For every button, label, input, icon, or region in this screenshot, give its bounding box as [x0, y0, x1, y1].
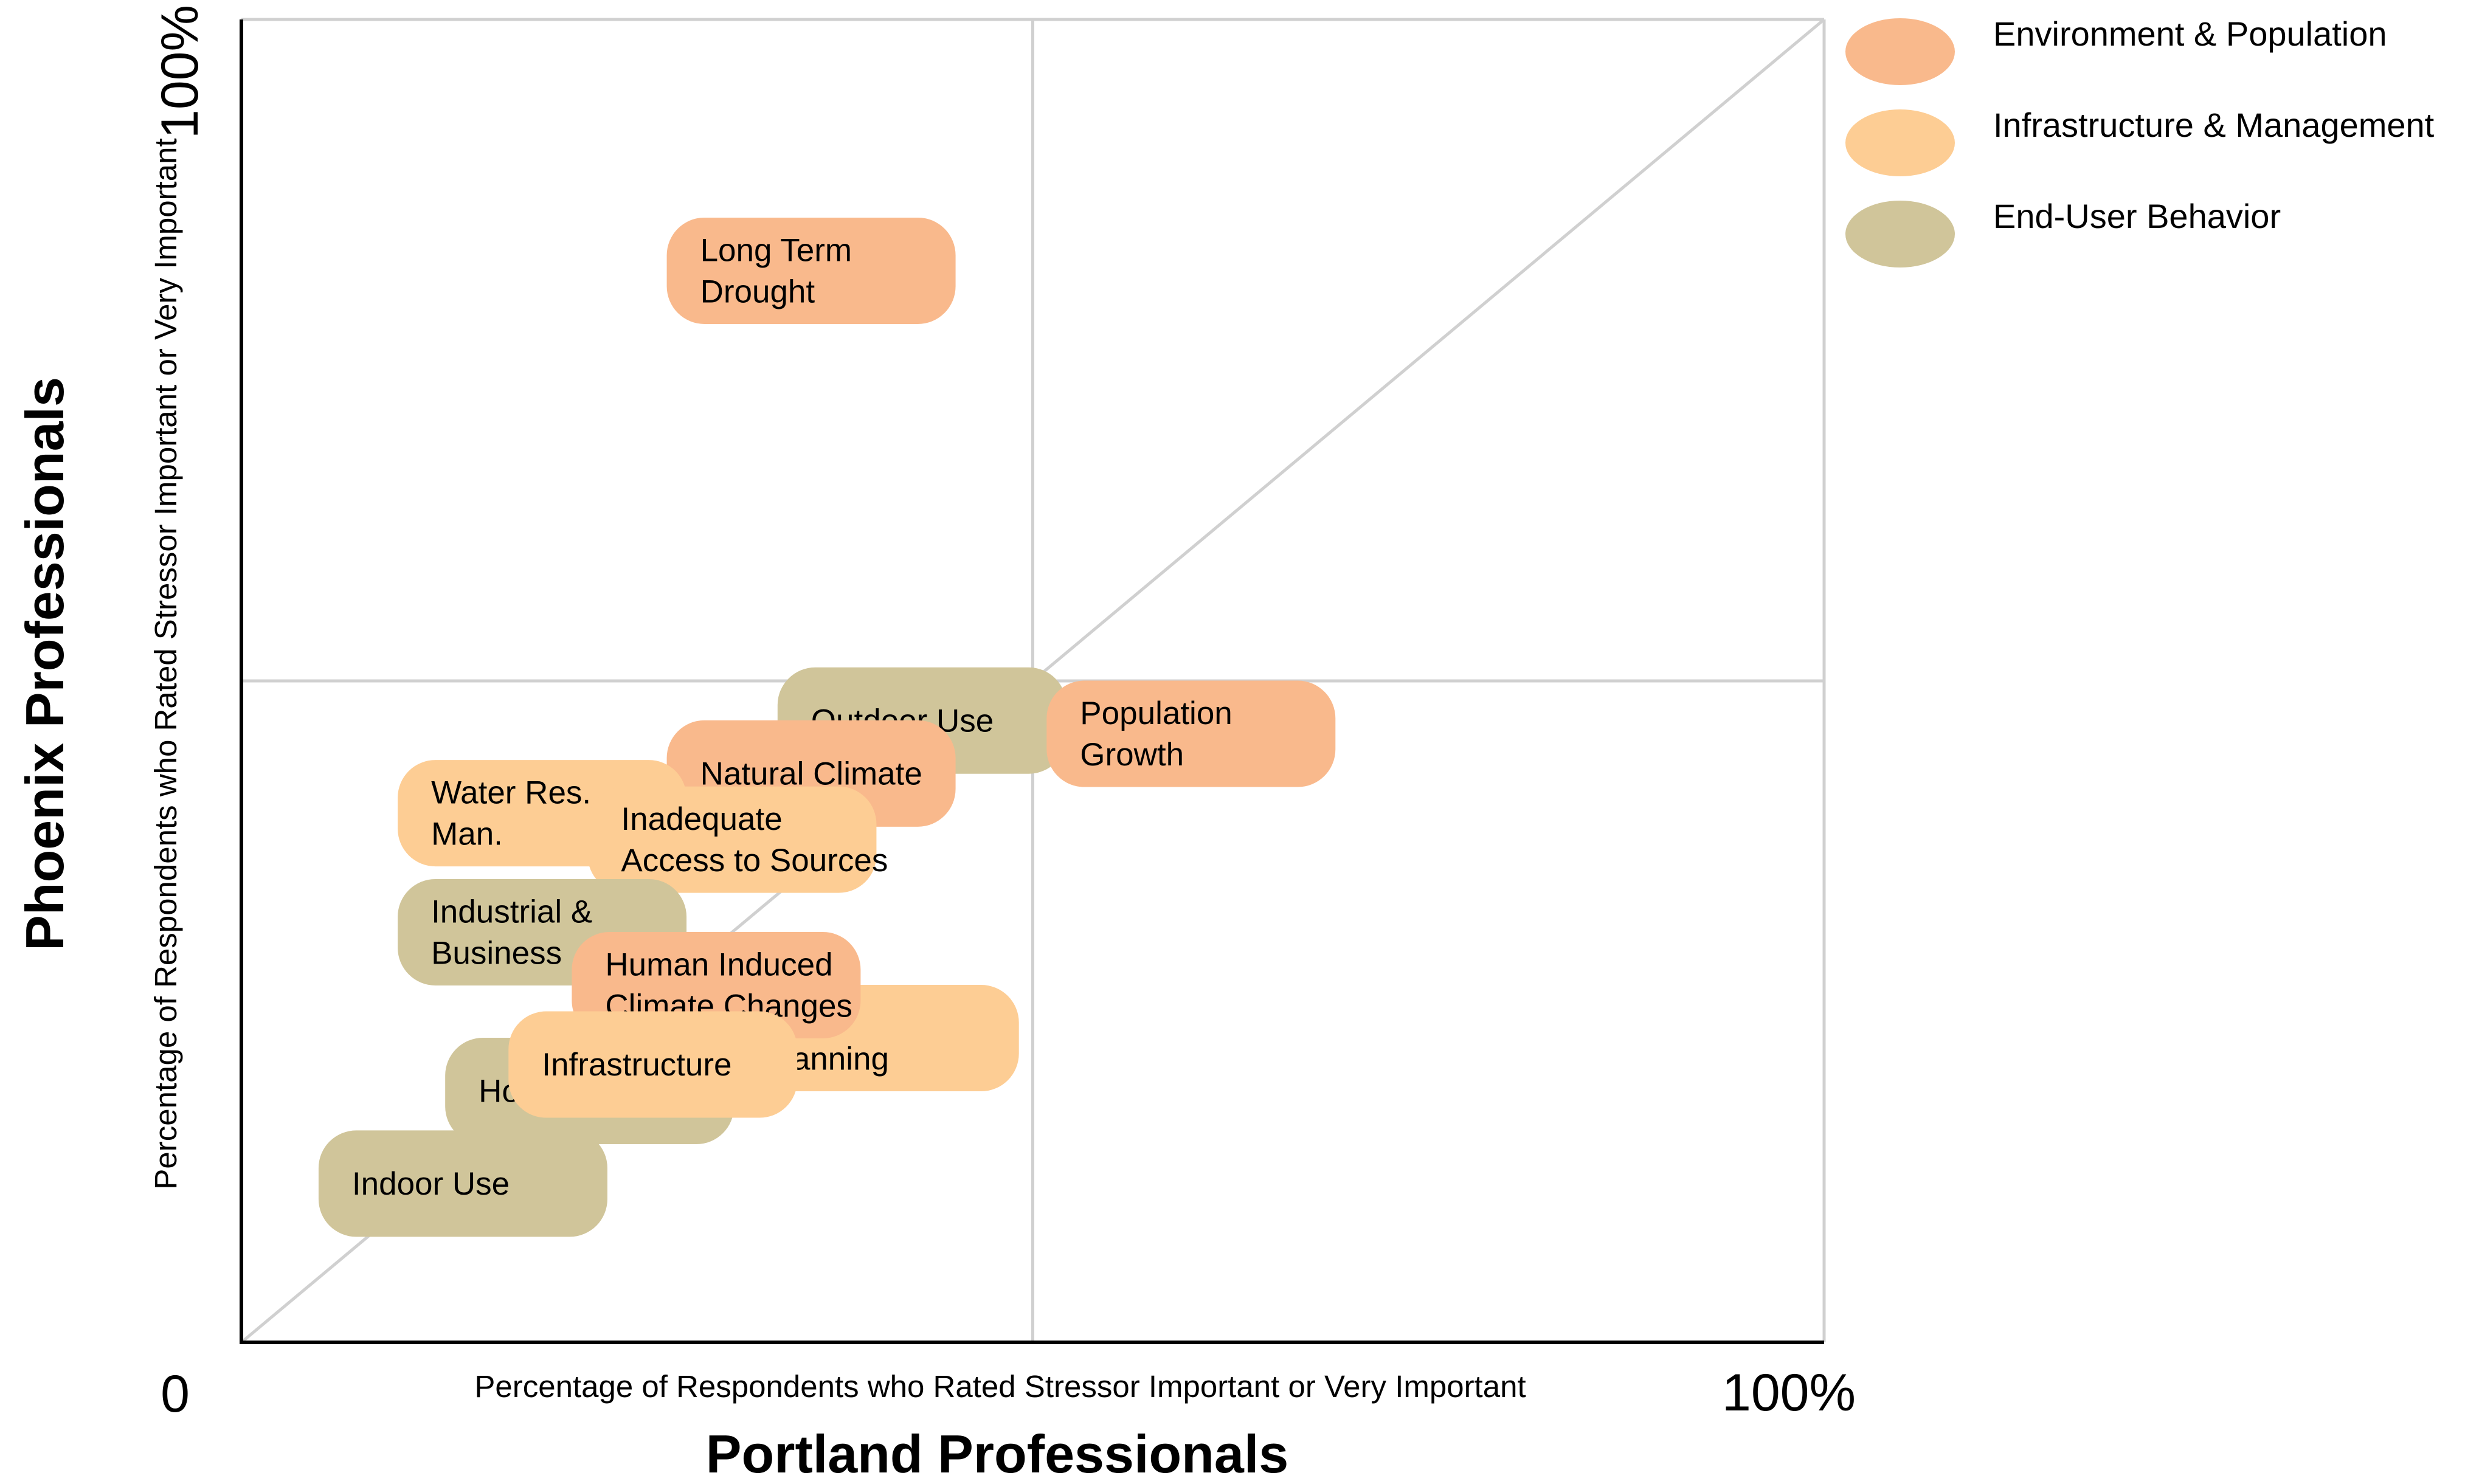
axes [240, 19, 1824, 1344]
stressor-label: Man. [431, 816, 503, 852]
legend-item: Environment & Population [1845, 15, 2387, 85]
stressor-box [587, 786, 877, 893]
stressor-label: Business [431, 935, 562, 971]
stressor-box [666, 217, 956, 324]
legend: Environment & Population Infrastructure &… [1845, 15, 2435, 267]
legend-item: End-User Behavior [1845, 197, 2281, 267]
y-axis-title: Phoenix Professionals [15, 377, 75, 951]
stressor-label: Access to Sources [621, 843, 888, 878]
stressor-point: Infrastructure [508, 1011, 798, 1118]
data-points: Long TermDroughtOutdoor UsePopulationGro… [318, 217, 1336, 1237]
stressor-point: Inadequate Access to Sources [587, 786, 888, 893]
legend-swatch [1845, 18, 1955, 85]
x-tick-min: 0 [161, 1365, 190, 1423]
stressor-label: Infrastructure [542, 1047, 731, 1083]
legend-swatch [1845, 109, 1955, 176]
legend-item: Infrastructure & Management [1845, 106, 2435, 176]
legend-label: Infrastructure & Management [1993, 106, 2435, 144]
y-axis-subtitle: Percentage of Respondents who Rated Stre… [148, 138, 183, 1189]
axis-labels: Portland Professionals Percentage of Res… [15, 5, 1856, 1484]
x-axis-subtitle: Percentage of Respondents who Rated Stre… [474, 1369, 1526, 1404]
stressor-label: Industrial & [431, 894, 592, 930]
x-tick-max: 100% [1722, 1364, 1856, 1422]
stressor-point: Population Growth [1046, 680, 1336, 787]
legend-label: Environment & Population [1993, 15, 2387, 53]
legend-label: End-User Behavior [1993, 197, 2281, 235]
stressor-point: Long Term Drought [666, 217, 956, 324]
stressor-label: Inadequate [621, 801, 782, 837]
stressor-label: Growth [1080, 737, 1184, 773]
stressor-label: Natural Climate [700, 756, 922, 792]
x-axis-title: Portland Professionals [706, 1424, 1288, 1484]
legend-swatch [1845, 201, 1955, 267]
stressor-label: Drought [700, 274, 815, 309]
stressor-label: Population [1080, 695, 1232, 731]
stressor-label: Water Res. [431, 775, 591, 811]
stressor-label: Long Term [700, 232, 852, 268]
stressor-point: Indoor Use [318, 1130, 607, 1237]
y-tick-max: 100% [151, 5, 209, 139]
stressor-label: Indoor Use [352, 1166, 510, 1202]
stressor-box [508, 1011, 798, 1118]
stressor-box [318, 1130, 607, 1237]
stressor-box [1046, 680, 1336, 787]
stressor-label: Human Induced [605, 947, 832, 982]
